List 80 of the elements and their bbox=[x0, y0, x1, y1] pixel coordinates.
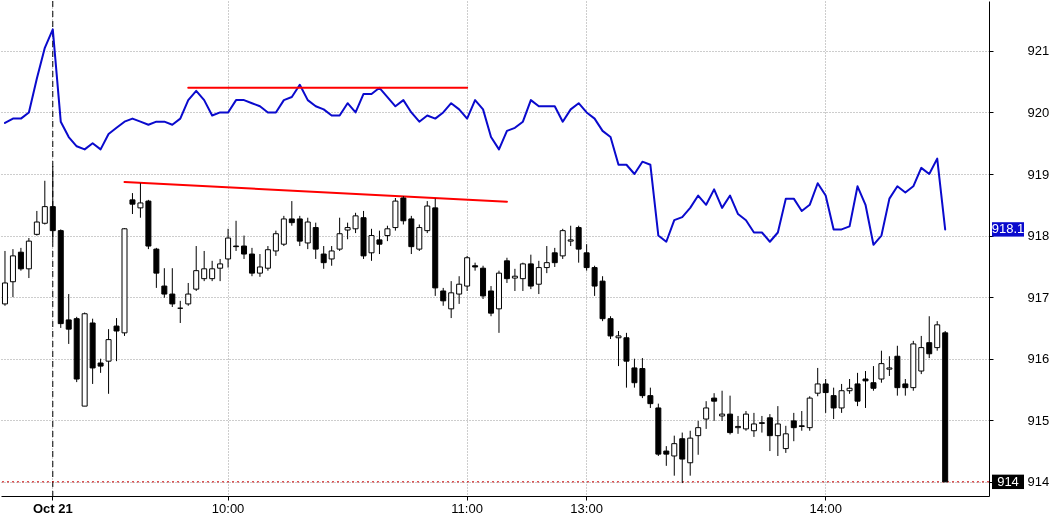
candlestick bbox=[320, 245, 327, 270]
y-tick-label: 916 bbox=[1027, 351, 1050, 367]
candlestick bbox=[551, 247, 558, 268]
candlestick bbox=[926, 315, 933, 359]
candlestick bbox=[336, 217, 343, 252]
candlestick bbox=[241, 235, 248, 260]
candlestick bbox=[862, 370, 869, 409]
candlestick bbox=[248, 247, 255, 277]
candlestick bbox=[527, 254, 534, 290]
candlestick bbox=[814, 367, 821, 397]
y-tick-label: 917 bbox=[1027, 289, 1050, 305]
candlestick bbox=[503, 257, 510, 284]
candlestick bbox=[695, 420, 702, 456]
y-tick-label: 921 bbox=[1027, 43, 1050, 59]
candlestick bbox=[17, 247, 24, 272]
candlestick bbox=[727, 395, 734, 435]
y-tick-label: 914 bbox=[1027, 474, 1050, 490]
candlestick bbox=[575, 225, 582, 264]
candlestick bbox=[750, 412, 757, 438]
candlestick bbox=[225, 228, 232, 269]
candlestick bbox=[918, 335, 925, 375]
line-series bbox=[3, 28, 947, 246]
candlestick bbox=[185, 282, 192, 307]
candlestick bbox=[33, 210, 40, 237]
candlestick bbox=[870, 365, 877, 392]
candlestick bbox=[256, 253, 263, 278]
annotation: 914 bbox=[997, 473, 1019, 489]
candlestick bbox=[161, 267, 168, 299]
candlestick bbox=[719, 390, 726, 422]
candlestick bbox=[488, 285, 495, 317]
candlestick bbox=[456, 275, 463, 305]
candlestick bbox=[822, 378, 829, 414]
candlestick bbox=[288, 200, 295, 227]
candlestick bbox=[671, 435, 678, 477]
y-tick-label: 920 bbox=[1027, 104, 1050, 120]
x-tick-label: 10:00 bbox=[211, 500, 245, 514]
candlestick bbox=[296, 215, 303, 247]
candlestick bbox=[543, 245, 550, 274]
candlestick bbox=[535, 260, 542, 295]
candlestick bbox=[711, 392, 718, 422]
candlestick bbox=[472, 262, 479, 272]
candlestick bbox=[312, 222, 319, 260]
candlestick bbox=[328, 245, 335, 267]
candlestick bbox=[758, 415, 765, 434]
candlestick bbox=[774, 405, 781, 457]
candlestick bbox=[65, 293, 72, 345]
y-tick-label: 918 bbox=[1027, 228, 1050, 244]
x-tick-label: 13:00 bbox=[570, 500, 603, 514]
candlestick bbox=[448, 280, 455, 319]
candlestick bbox=[735, 415, 742, 435]
candlestick bbox=[416, 223, 423, 252]
candlestick bbox=[766, 413, 773, 452]
candlestick bbox=[193, 245, 200, 292]
y-tick-label: 919 bbox=[1027, 166, 1050, 182]
candlestick bbox=[264, 245, 271, 272]
candlestick bbox=[169, 267, 176, 308]
candlestick bbox=[304, 217, 311, 250]
candlestick bbox=[272, 230, 279, 257]
candlestick bbox=[41, 180, 48, 225]
candlestick bbox=[201, 250, 208, 282]
candlestick bbox=[790, 412, 797, 442]
annotation: 918.1 bbox=[991, 221, 1025, 237]
candlestick bbox=[233, 220, 240, 252]
candlestick bbox=[782, 425, 789, 454]
candlestick bbox=[679, 432, 686, 484]
x-tick-label: 14:00 bbox=[809, 500, 842, 514]
candlestick bbox=[798, 410, 805, 432]
candlestick bbox=[519, 262, 526, 292]
candlestick bbox=[663, 445, 670, 467]
candlestick bbox=[209, 260, 216, 282]
y-tick-label: 915 bbox=[1027, 412, 1050, 428]
candlestick bbox=[217, 258, 224, 282]
candlestick bbox=[742, 410, 749, 432]
candlestick bbox=[703, 400, 710, 430]
candlestick bbox=[511, 268, 518, 292]
x-tick-label: Oct 21 bbox=[32, 500, 73, 514]
x-tick-label: 11:00 bbox=[451, 500, 483, 514]
candlestick bbox=[567, 225, 574, 247]
candlestick bbox=[934, 320, 941, 352]
candlestick bbox=[105, 328, 112, 395]
